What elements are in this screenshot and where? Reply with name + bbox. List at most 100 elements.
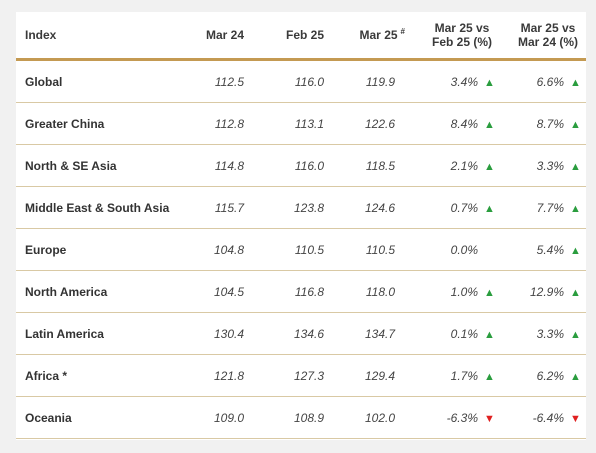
value-feb25: 116.0 <box>244 59 324 103</box>
change-yoy-value: 6.2% <box>536 368 564 383</box>
header-yoy-line1: Mar 25 vs <box>520 21 576 35</box>
change-mom: 3.4% ▲ <box>405 59 500 103</box>
table-row: Oceania 109.0 108.9 102.0 -6.3% ▼ -6.4% ▼ <box>16 396 586 439</box>
table-row: Africa * 121.8 127.3 129.4 1.7% ▲ 6.2% ▲ <box>16 354 586 397</box>
change-yoy: 3.3% ▲ <box>500 312 586 355</box>
value-mar24: 112.8 <box>191 102 244 145</box>
header-index: Index <box>16 12 191 61</box>
header-feb25: Feb 25 <box>244 12 324 61</box>
value-mar24: 104.8 <box>191 228 244 271</box>
change-yoy: 12.9% ▲ <box>500 270 586 313</box>
value-mar25: 122.6 <box>324 102 405 145</box>
table-row: North America 104.5 116.8 118.0 1.0% ▲ 12.9% ▲ <box>16 270 586 313</box>
value-mar25: 118.5 <box>324 144 405 187</box>
arrow-up-icon: ▲ <box>484 76 495 89</box>
value-mar25: 110.5 <box>324 228 405 271</box>
header-mar24: Mar 24 <box>191 12 244 61</box>
value-feb25: 116.8 <box>244 270 324 313</box>
table-row: Greater China 112.8 113.1 122.6 8.4% ▲ 8.7% ▲ <box>16 102 586 145</box>
change-mom: -6.3% ▼ <box>405 396 500 439</box>
arrow-up-icon: ▲ <box>570 160 581 173</box>
value-feb25: 116.0 <box>244 144 324 187</box>
change-mom: 0.1% ▲ <box>405 312 500 355</box>
index-table: Index Mar 24 Feb 25 Mar 25 # Mar 25 vs Feb… <box>16 12 586 439</box>
header-mom-change: Mar 25 vs Feb 25 (%) <box>405 12 500 61</box>
change-mom: 0.0% ▲ <box>405 228 500 271</box>
change-yoy-value: 3.3% <box>536 158 564 173</box>
change-yoy: 5.4% ▲ <box>500 228 586 271</box>
table-header-row: Index Mar 24 Feb 25 Mar 25 # Mar 25 vs Feb… <box>16 12 586 61</box>
change-yoy: 8.7% ▲ <box>500 102 586 145</box>
header-yoy-line2: Mar 24 (%) <box>517 35 578 49</box>
value-feb25: 113.1 <box>244 102 324 145</box>
arrow-up-icon: ▲ <box>570 328 581 341</box>
value-mar25: 118.0 <box>324 270 405 313</box>
change-mom-value: 3.4% <box>450 74 478 89</box>
change-yoy-value: 12.9% <box>529 284 564 299</box>
value-mar25: 119.9 <box>324 59 405 103</box>
value-mar24: 115.7 <box>191 186 244 229</box>
change-mom-value: 8.4% <box>450 116 478 131</box>
value-feb25: 123.8 <box>244 186 324 229</box>
header-mar25: Mar 25 # <box>324 12 405 61</box>
value-mar24: 109.0 <box>191 396 244 439</box>
change-mom-value: 1.7% <box>450 368 478 383</box>
change-yoy-value: 7.7% <box>536 200 564 215</box>
region-name: Latin America <box>16 312 191 355</box>
arrow-up-icon: ▲ <box>570 118 581 131</box>
arrow-up-icon: ▲ <box>484 328 495 341</box>
value-feb25: 127.3 <box>244 354 324 397</box>
region-name: Africa * <box>16 354 191 397</box>
arrow-up-icon: ▲ <box>484 370 495 383</box>
change-yoy-value: -6.4% <box>532 410 564 425</box>
arrow-up-icon: ▲ <box>570 286 581 299</box>
value-feb25: 134.6 <box>244 312 324 355</box>
value-mar25: 102.0 <box>324 396 405 439</box>
change-yoy: 7.7% ▲ <box>500 186 586 229</box>
arrow-up-icon: ▲ <box>484 202 495 215</box>
header-mom-line2: Feb 25 (%) <box>431 35 492 49</box>
change-mom: 2.1% ▲ <box>405 144 500 187</box>
change-mom-value: 2.1% <box>450 158 478 173</box>
arrow-up-icon: ▲ <box>484 118 495 131</box>
change-yoy: 6.6% ▲ <box>500 59 586 103</box>
change-mom-value: 0.1% <box>450 326 478 341</box>
arrow-up-icon: ▲ <box>484 286 495 299</box>
region-name: Greater China <box>16 102 191 145</box>
change-yoy-value: 3.3% <box>536 326 564 341</box>
region-name: Middle East & South Asia <box>16 186 191 229</box>
region-name: North & SE Asia <box>16 144 191 187</box>
value-mar25: 129.4 <box>324 354 405 397</box>
change-yoy-value: 8.7% <box>536 116 564 131</box>
region-name: Global <box>16 59 191 103</box>
value-mar24: 130.4 <box>191 312 244 355</box>
change-mom-value: 1.0% <box>450 284 478 299</box>
change-mom: 0.7% ▲ <box>405 186 500 229</box>
value-feb25: 110.5 <box>244 228 324 271</box>
table-row: Global 112.5 116.0 119.9 3.4% ▲ 6.6% ▲ <box>16 59 586 103</box>
change-mom: 8.4% ▲ <box>405 102 500 145</box>
arrow-up-icon: ▲ <box>570 244 581 257</box>
arrow-down-icon: ▼ <box>570 412 581 425</box>
change-mom-value: -6.3% <box>446 410 478 425</box>
value-mar25: 134.7 <box>324 312 405 355</box>
value-mar24: 104.5 <box>191 270 244 313</box>
header-mar25-label: Mar 25 <box>359 28 398 42</box>
index-table-card: Index Mar 24 Feb 25 Mar 25 # Mar 25 vs Feb… <box>16 12 586 440</box>
header-yoy-change: Mar 25 vs Mar 24 (%) <box>500 12 586 61</box>
change-yoy-value: 5.4% <box>536 242 564 257</box>
change-yoy: 3.3% ▲ <box>500 144 586 187</box>
change-yoy: -6.4% ▼ <box>500 396 586 439</box>
value-mar24: 121.8 <box>191 354 244 397</box>
value-mar25: 124.6 <box>324 186 405 229</box>
region-name: Europe <box>16 228 191 271</box>
arrow-down-icon: ▼ <box>484 412 495 425</box>
table-row: Middle East & South Asia 115.7 123.8 124.6 0… <box>16 186 586 229</box>
value-mar24: 114.8 <box>191 144 244 187</box>
change-mom: 1.7% ▲ <box>405 354 500 397</box>
region-name: Oceania <box>16 396 191 439</box>
table-row: North & SE Asia 114.8 116.0 118.5 2.1% ▲ 3.3% ▲ <box>16 144 586 187</box>
change-mom-value: 0.0% <box>450 242 478 257</box>
value-mar24: 112.5 <box>191 59 244 103</box>
